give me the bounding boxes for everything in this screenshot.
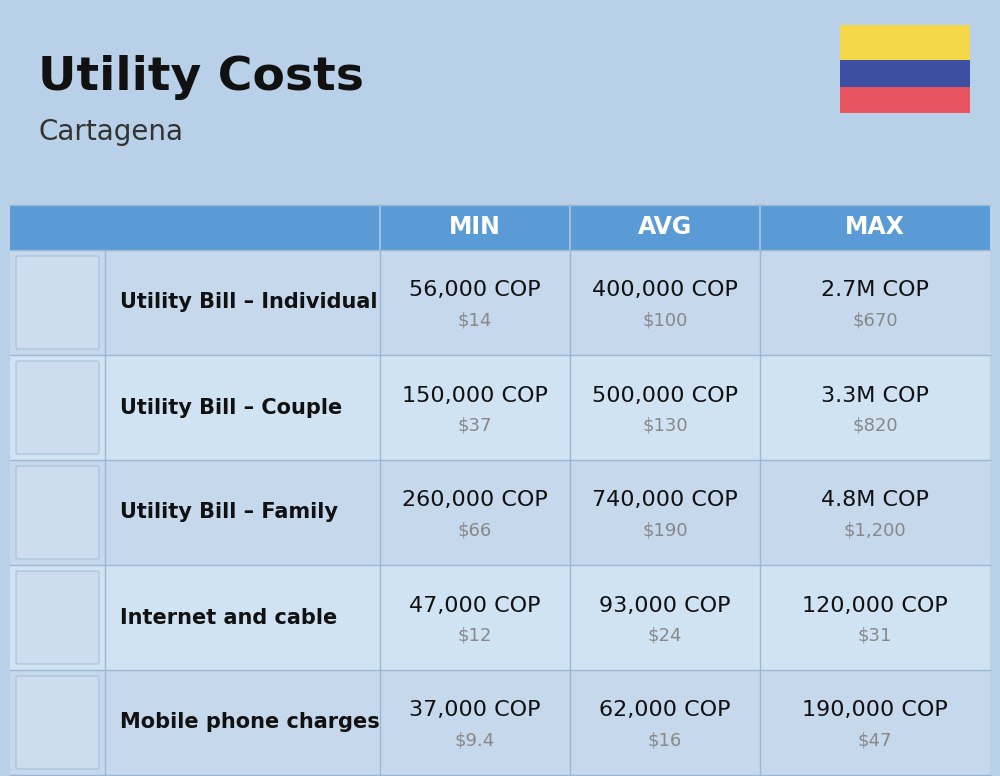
Bar <box>10 250 990 355</box>
Text: Utility Bill – Individual: Utility Bill – Individual <box>120 293 378 313</box>
Text: Internet and cable: Internet and cable <box>120 608 337 628</box>
Text: 56,000 COP: 56,000 COP <box>409 280 541 300</box>
FancyBboxPatch shape <box>16 676 99 769</box>
Text: $190: $190 <box>642 521 688 539</box>
Text: 37,000 COP: 37,000 COP <box>409 701 541 720</box>
Text: Cartagena: Cartagena <box>38 118 183 146</box>
Text: 500,000 COP: 500,000 COP <box>592 386 738 406</box>
Text: Mobile phone charges: Mobile phone charges <box>120 712 380 733</box>
Text: $66: $66 <box>458 521 492 539</box>
Bar <box>10 565 990 670</box>
Text: $31: $31 <box>858 626 892 645</box>
Text: 260,000 COP: 260,000 COP <box>402 490 548 511</box>
Text: 400,000 COP: 400,000 COP <box>592 280 738 300</box>
FancyBboxPatch shape <box>16 466 99 559</box>
Bar <box>10 205 990 250</box>
Text: Utility Bill – Family: Utility Bill – Family <box>120 503 338 522</box>
Text: $1,200: $1,200 <box>844 521 906 539</box>
Text: $37: $37 <box>458 417 492 435</box>
Text: $130: $130 <box>642 417 688 435</box>
Text: 4.8M COP: 4.8M COP <box>821 490 929 511</box>
Text: 93,000 COP: 93,000 COP <box>599 595 731 615</box>
FancyBboxPatch shape <box>16 361 99 454</box>
Text: 2.7M COP: 2.7M COP <box>821 280 929 300</box>
Text: 47,000 COP: 47,000 COP <box>409 595 541 615</box>
Text: MAX: MAX <box>845 216 905 240</box>
Bar <box>840 25 970 61</box>
Text: $9.4: $9.4 <box>455 732 495 750</box>
Text: Utility Bill – Couple: Utility Bill – Couple <box>120 397 342 417</box>
Text: $47: $47 <box>858 732 892 750</box>
Bar <box>840 61 970 87</box>
Bar <box>10 670 990 775</box>
Text: $16: $16 <box>648 732 682 750</box>
Bar <box>10 460 990 565</box>
FancyBboxPatch shape <box>16 256 99 349</box>
Text: $100: $100 <box>642 311 688 330</box>
Text: $14: $14 <box>458 311 492 330</box>
Bar <box>10 355 990 460</box>
FancyBboxPatch shape <box>16 571 99 664</box>
Text: 150,000 COP: 150,000 COP <box>402 386 548 406</box>
Bar <box>840 87 970 113</box>
Text: Utility Costs: Utility Costs <box>38 55 364 100</box>
Text: 120,000 COP: 120,000 COP <box>802 595 948 615</box>
Text: $670: $670 <box>852 311 898 330</box>
Text: MIN: MIN <box>449 216 501 240</box>
Text: AVG: AVG <box>638 216 692 240</box>
Text: 62,000 COP: 62,000 COP <box>599 701 731 720</box>
Text: 740,000 COP: 740,000 COP <box>592 490 738 511</box>
Text: $12: $12 <box>458 626 492 645</box>
Text: 190,000 COP: 190,000 COP <box>802 701 948 720</box>
Text: 3.3M COP: 3.3M COP <box>821 386 929 406</box>
Text: $820: $820 <box>852 417 898 435</box>
Text: $24: $24 <box>648 626 682 645</box>
